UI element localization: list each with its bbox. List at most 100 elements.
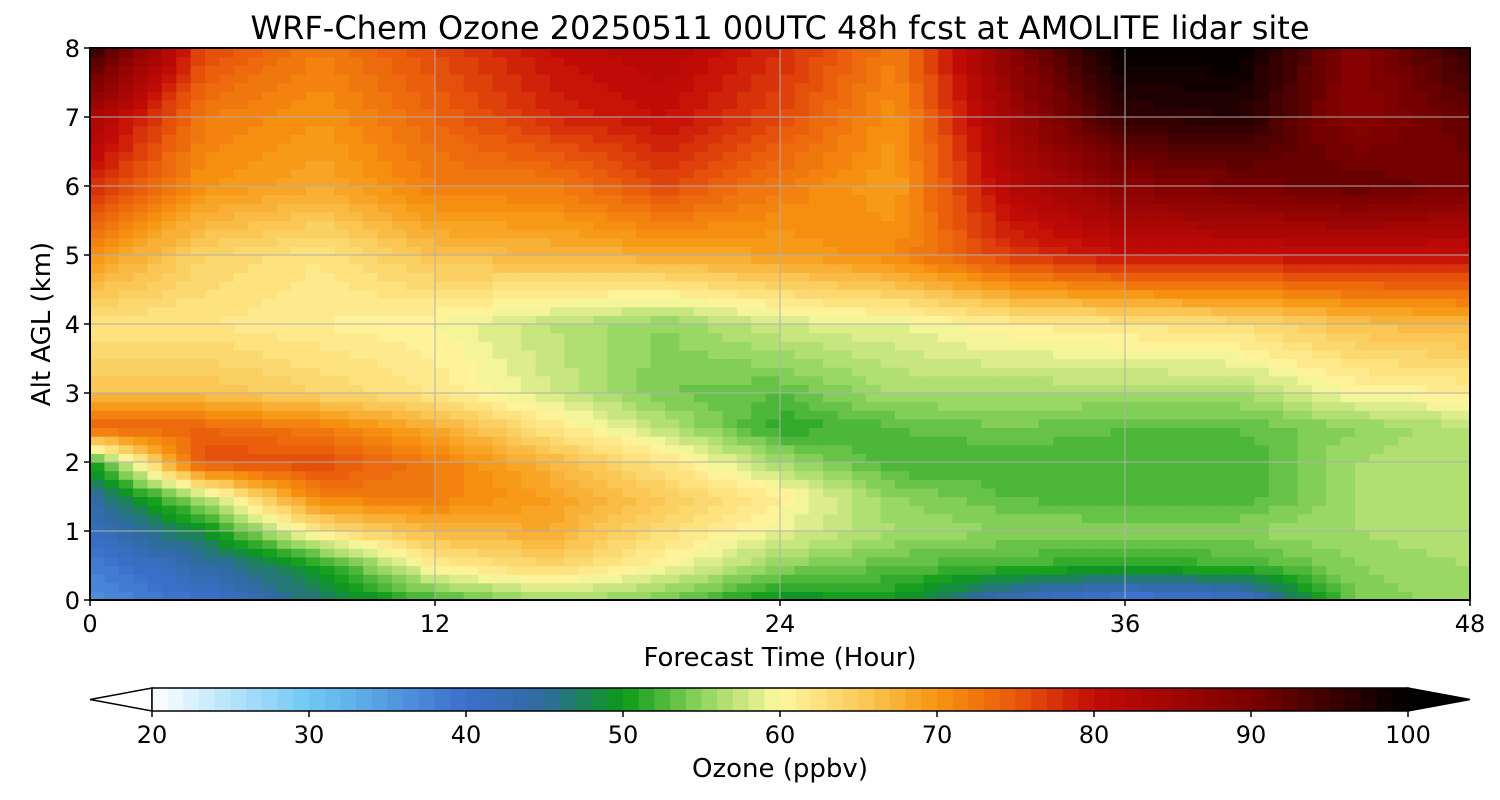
heatmap-cell: [320, 358, 335, 368]
heatmap-cell: [492, 349, 508, 360]
heatmap-cell: [334, 548, 350, 558]
heatmap-cell: [190, 591, 206, 600]
heatmap-cell: [1110, 462, 1126, 472]
heatmap-cell: [1240, 315, 1255, 325]
heatmap-cell: [794, 186, 810, 196]
heatmap-cell: [219, 427, 235, 437]
heatmap-cell: [837, 315, 853, 325]
heatmap-cell: [794, 384, 810, 394]
heatmap-cell: [1024, 237, 1040, 247]
heatmap-cell: [1369, 186, 1385, 196]
heatmap-cell: [205, 427, 220, 437]
heatmap-cell: [1383, 582, 1399, 592]
heatmap-cell: [1110, 548, 1126, 558]
heatmap-cell: [1182, 255, 1198, 265]
heatmap-cell: [1412, 418, 1428, 429]
heatmap-cell: [248, 375, 264, 385]
heatmap-cell: [1225, 487, 1241, 498]
heatmap-cell: [679, 522, 695, 532]
heatmap-cell: [708, 237, 724, 247]
heatmap-cell: [334, 418, 350, 429]
heatmap-cell: [823, 384, 839, 394]
heatmap-cell: [521, 487, 537, 498]
heatmap-cell: [161, 427, 177, 437]
heatmap-cell: [708, 280, 724, 291]
heatmap-cell: [1455, 565, 1470, 575]
heatmap-cell: [305, 582, 321, 592]
heatmap-cell: [923, 513, 939, 523]
heatmap-cell: [722, 186, 738, 196]
heatmap-cell: [995, 332, 1011, 342]
heatmap-cell: [1326, 289, 1342, 299]
heatmap-cell: [708, 246, 724, 256]
heatmap-cell: [147, 582, 163, 592]
heatmap-cell: [1139, 487, 1155, 498]
heatmap-cell: [248, 229, 264, 239]
heatmap-cell: [1024, 315, 1040, 325]
heatmap-cell: [118, 349, 134, 360]
heatmap-cell: [492, 591, 508, 600]
heatmap-cell: [1455, 479, 1470, 489]
heatmap-cell: [1355, 349, 1370, 360]
heatmap-cell: [248, 246, 264, 256]
heatmap-cell: [1024, 298, 1040, 308]
heatmap-cell: [492, 203, 508, 213]
heatmap-cell: [1369, 306, 1385, 316]
heatmap-cell: [406, 375, 422, 385]
heatmap-cell: [1168, 168, 1184, 178]
heatmap-cell: [1067, 479, 1083, 489]
heatmap-cell: [104, 306, 120, 316]
heatmap-cell: [1369, 367, 1385, 377]
heatmap-cell: [966, 565, 982, 575]
heatmap-cell: [808, 591, 824, 600]
heatmap-cell: [650, 574, 666, 584]
heatmap-cell: [1311, 229, 1327, 239]
heatmap-cell: [1196, 289, 1212, 299]
heatmap-cell: [334, 341, 350, 351]
heatmap-cell: [736, 177, 752, 187]
heatmap-cell: [1139, 211, 1155, 222]
heatmap-cell: [895, 556, 910, 567]
heatmap-cell: [1254, 168, 1270, 178]
heatmap-cell: [693, 237, 709, 247]
heatmap-cell: [880, 393, 896, 403]
heatmap-cell: [205, 582, 220, 592]
heatmap-cell: [90, 410, 105, 420]
heatmap-cell: [1225, 341, 1241, 351]
heatmap-cell: [1182, 444, 1198, 454]
heatmap-cell: [1398, 229, 1414, 239]
heatmap-cell: [1283, 427, 1299, 437]
heatmap-cell: [205, 487, 220, 498]
heatmap-cell: [190, 272, 206, 282]
heatmap-cell: [823, 375, 839, 385]
heatmap-cell: [679, 531, 695, 541]
heatmap-cell: [1211, 280, 1227, 291]
heatmap-cell: [1125, 341, 1140, 351]
heatmap-cell: [1067, 531, 1083, 541]
heatmap-cell: [1426, 315, 1442, 325]
heatmap-cell: [780, 574, 795, 584]
heatmap-cell: [837, 160, 853, 170]
heatmap-cell: [1268, 315, 1284, 325]
heatmap-cell: [1283, 453, 1299, 463]
heatmap-cell: [118, 177, 134, 187]
heatmap-cell: [334, 177, 350, 187]
heatmap-cell: [550, 160, 565, 170]
heatmap-cell: [1340, 427, 1356, 437]
heatmap-cell: [161, 470, 177, 480]
heatmap-cell: [1067, 470, 1083, 480]
heatmap-cell: [1038, 401, 1054, 411]
heatmap-cell: [1225, 203, 1241, 213]
heatmap-cell: [391, 505, 407, 515]
heatmap-cell: [794, 462, 810, 472]
heatmap-cell: [679, 436, 695, 446]
heatmap-cell: [880, 531, 896, 541]
heatmap-cell: [650, 453, 666, 463]
heatmap-cell: [851, 556, 867, 567]
heatmap-cell: [1283, 211, 1299, 222]
heatmap-cell: [895, 496, 910, 506]
heatmap-cell: [1225, 168, 1241, 178]
heatmap-cell: [679, 470, 695, 480]
heatmap-cell: [722, 315, 738, 325]
heatmap-cell: [1355, 229, 1370, 239]
